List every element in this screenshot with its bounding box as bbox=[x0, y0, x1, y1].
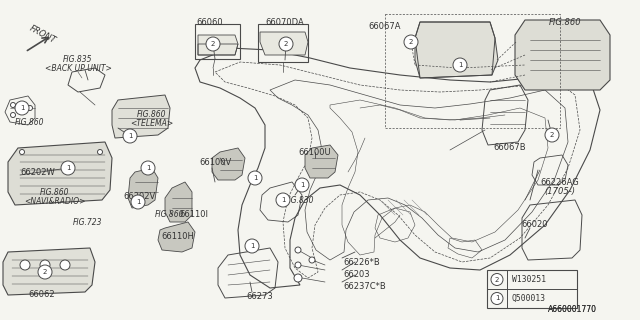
Text: A660001770: A660001770 bbox=[547, 305, 596, 314]
Text: 1: 1 bbox=[136, 199, 140, 205]
Text: 1: 1 bbox=[66, 165, 70, 171]
Text: 1: 1 bbox=[495, 295, 499, 301]
Polygon shape bbox=[3, 248, 95, 295]
Text: 1: 1 bbox=[281, 197, 285, 203]
Circle shape bbox=[123, 129, 137, 143]
Circle shape bbox=[245, 239, 259, 253]
Polygon shape bbox=[260, 32, 308, 55]
Text: 66100V: 66100V bbox=[200, 158, 232, 167]
Text: 2: 2 bbox=[409, 39, 413, 45]
Text: W130251: W130251 bbox=[512, 275, 546, 284]
Text: 66067A: 66067A bbox=[369, 22, 401, 31]
Text: 66226AG: 66226AG bbox=[541, 178, 579, 187]
Text: 66067B: 66067B bbox=[493, 143, 526, 152]
Text: 66202V: 66202V bbox=[124, 192, 156, 201]
Text: A660001770: A660001770 bbox=[547, 306, 596, 315]
Text: FRONT: FRONT bbox=[28, 24, 58, 45]
Text: FIG.860: FIG.860 bbox=[548, 18, 581, 27]
Text: 66070DA: 66070DA bbox=[266, 18, 305, 27]
Circle shape bbox=[97, 149, 102, 155]
Text: 1: 1 bbox=[20, 105, 24, 111]
Circle shape bbox=[206, 37, 220, 51]
Text: 66110H: 66110H bbox=[161, 232, 195, 241]
Polygon shape bbox=[165, 182, 192, 222]
Polygon shape bbox=[128, 168, 158, 208]
Circle shape bbox=[491, 292, 503, 305]
Circle shape bbox=[28, 106, 33, 110]
Text: 1: 1 bbox=[128, 133, 132, 139]
Circle shape bbox=[453, 58, 467, 72]
Polygon shape bbox=[515, 20, 610, 90]
Polygon shape bbox=[8, 142, 112, 205]
Text: 66203: 66203 bbox=[344, 270, 371, 279]
Text: 1: 1 bbox=[253, 175, 257, 181]
Text: 66202W: 66202W bbox=[20, 168, 56, 177]
Circle shape bbox=[10, 113, 15, 117]
Polygon shape bbox=[158, 222, 195, 252]
Circle shape bbox=[279, 37, 293, 51]
Text: (1705-): (1705-) bbox=[545, 187, 575, 196]
Polygon shape bbox=[305, 145, 338, 178]
Text: FIG.860: FIG.860 bbox=[137, 110, 167, 119]
Bar bbox=[258, 24, 308, 62]
Text: FIG.860: FIG.860 bbox=[156, 210, 185, 219]
Text: 2: 2 bbox=[284, 41, 288, 47]
Circle shape bbox=[276, 193, 290, 207]
Text: 66020: 66020 bbox=[522, 220, 548, 229]
Circle shape bbox=[10, 102, 15, 108]
Text: 2: 2 bbox=[495, 276, 499, 283]
Text: Q500013: Q500013 bbox=[512, 294, 546, 303]
Text: 66110I: 66110I bbox=[179, 210, 209, 219]
Circle shape bbox=[295, 262, 301, 268]
Text: 66273: 66273 bbox=[246, 292, 273, 301]
Polygon shape bbox=[112, 95, 170, 138]
Text: 1: 1 bbox=[458, 62, 462, 68]
Text: FIG.723: FIG.723 bbox=[73, 218, 103, 227]
Circle shape bbox=[294, 274, 302, 282]
Circle shape bbox=[491, 274, 503, 285]
Text: 66062: 66062 bbox=[29, 290, 55, 299]
Text: 1: 1 bbox=[250, 243, 254, 249]
Text: 66237C*B: 66237C*B bbox=[344, 282, 387, 291]
Bar bbox=[195, 24, 240, 59]
Bar bbox=[487, 270, 577, 308]
Text: FIG.830: FIG.830 bbox=[285, 196, 315, 205]
Circle shape bbox=[295, 247, 301, 253]
Text: 66226*B: 66226*B bbox=[344, 258, 380, 267]
Circle shape bbox=[19, 149, 24, 155]
Text: 2: 2 bbox=[43, 269, 47, 275]
Text: FIG.835: FIG.835 bbox=[63, 55, 93, 64]
Text: 2: 2 bbox=[211, 41, 215, 47]
Circle shape bbox=[141, 161, 155, 175]
Text: 1: 1 bbox=[300, 182, 304, 188]
Text: 1: 1 bbox=[146, 165, 150, 171]
Text: <TELEMA>: <TELEMA> bbox=[131, 119, 173, 128]
Circle shape bbox=[295, 178, 309, 192]
Text: FIG.860: FIG.860 bbox=[40, 188, 70, 197]
Circle shape bbox=[248, 171, 262, 185]
Text: <NAVI&RADIO>: <NAVI&RADIO> bbox=[24, 197, 86, 206]
Circle shape bbox=[309, 257, 315, 263]
Circle shape bbox=[131, 195, 145, 209]
Circle shape bbox=[40, 260, 50, 270]
Text: FIG.860: FIG.860 bbox=[15, 118, 45, 127]
Circle shape bbox=[545, 128, 559, 142]
Polygon shape bbox=[415, 22, 498, 78]
Text: <BACK UP UNIT>: <BACK UP UNIT> bbox=[45, 64, 111, 73]
Circle shape bbox=[20, 260, 30, 270]
Circle shape bbox=[404, 35, 418, 49]
Circle shape bbox=[38, 265, 52, 279]
Circle shape bbox=[15, 101, 29, 115]
Polygon shape bbox=[198, 35, 238, 55]
Text: 2: 2 bbox=[550, 132, 554, 138]
Text: 66060: 66060 bbox=[196, 18, 223, 27]
Circle shape bbox=[60, 260, 70, 270]
Circle shape bbox=[61, 161, 75, 175]
Polygon shape bbox=[212, 148, 245, 180]
Text: 66100U: 66100U bbox=[299, 148, 332, 157]
